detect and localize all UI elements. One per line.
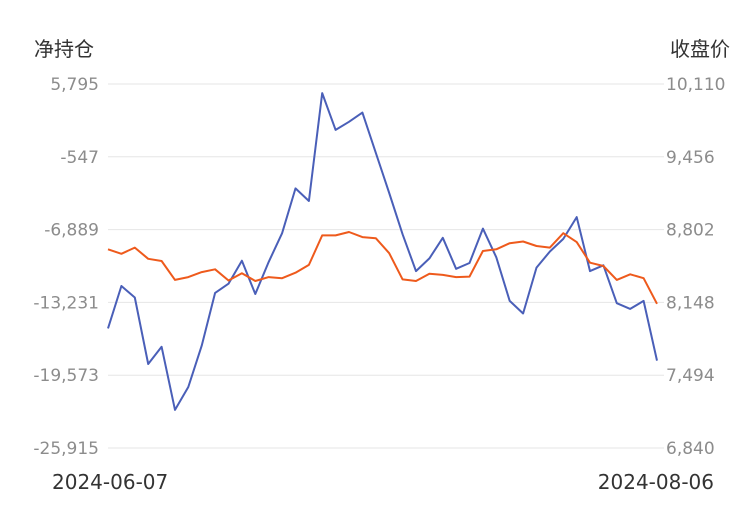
left-tick-label: -6,889 (44, 221, 99, 241)
left-tick-label: -13,231 (33, 293, 99, 313)
left-tick-label: -547 (60, 148, 99, 168)
x-end-label: 2024-08-06 (598, 470, 714, 494)
right-tick-label: 7,494 (666, 366, 715, 386)
right-tick-label: 8,148 (666, 293, 715, 313)
series-layer (107, 92, 658, 411)
right-axis-title: 收盘价 (670, 37, 730, 61)
right-axis-ticks: 10,110 9,456 8,802 8,148 7,494 6,840 (666, 75, 725, 459)
right-tick-label: 10,110 (666, 75, 725, 95)
left-tick-label: 5,795 (50, 75, 99, 95)
x-start-label: 2024-06-07 (52, 470, 168, 494)
right-tick-label: 6,840 (666, 439, 715, 459)
left-tick-label: -25,915 (33, 439, 99, 459)
close-series-line (107, 231, 658, 305)
left-axis-ticks: 5,795 -547 -6,889 -13,231 -19,573 -25,915 (33, 75, 99, 459)
net_position-series-line (107, 92, 658, 411)
left-axis-title: 净持仓 (34, 37, 94, 61)
left-tick-label: -19,573 (33, 366, 99, 386)
right-tick-label: 8,802 (666, 221, 715, 241)
grid-lines (108, 83, 664, 449)
right-tick-label: 9,456 (666, 148, 715, 168)
